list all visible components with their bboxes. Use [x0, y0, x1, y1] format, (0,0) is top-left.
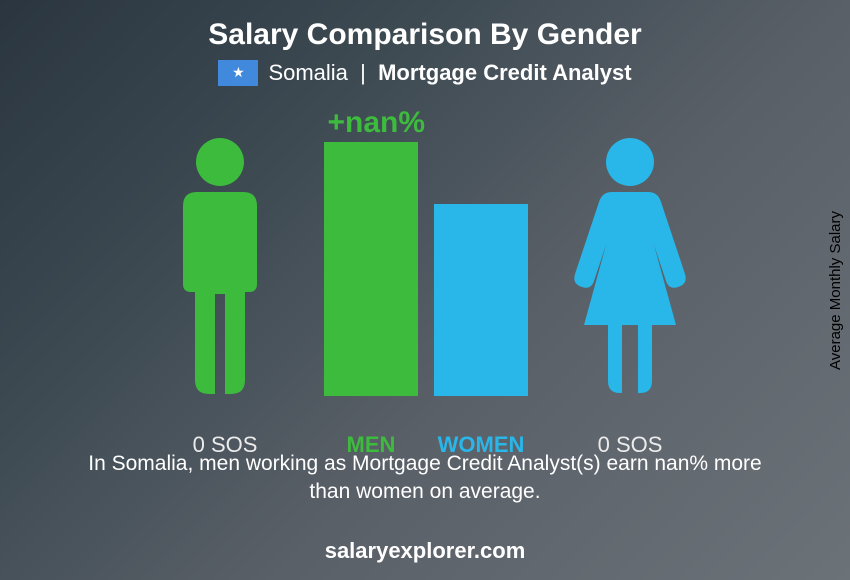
- subtitle-row: Somalia | Mortgage Credit Analyst: [0, 60, 850, 86]
- summary-text: In Somalia, men working as Mortgage Cred…: [0, 450, 850, 507]
- country-name: Somalia: [268, 60, 347, 85]
- side-axis: Average Monthly Salary: [820, 0, 850, 580]
- pct-diff-label: +nan%: [327, 106, 425, 140]
- male-icon: [165, 136, 275, 396]
- flag-icon: [218, 60, 258, 86]
- separator: |: [360, 60, 366, 85]
- page-title: Salary Comparison By Gender: [0, 18, 850, 52]
- side-axis-label: Average Monthly Salary: [827, 211, 844, 370]
- female-salary: 0 SOS: [570, 432, 690, 458]
- male-salary: 0 SOS: [165, 432, 285, 458]
- men-label: MEN: [324, 432, 418, 458]
- job-title: Mortgage Credit Analyst: [378, 60, 631, 85]
- female-icon: [570, 136, 690, 396]
- women-label: WOMEN: [434, 432, 528, 458]
- chart-area: +nan% 0 SOS MEN WOMEN 0 SOS: [0, 96, 850, 446]
- bar-women: [434, 204, 528, 396]
- bar-men: [324, 142, 418, 396]
- header: Salary Comparison By Gender Somalia | Mo…: [0, 0, 850, 86]
- subtitle: Somalia | Mortgage Credit Analyst: [268, 60, 631, 86]
- footer-site: salaryexplorer.com: [0, 538, 850, 564]
